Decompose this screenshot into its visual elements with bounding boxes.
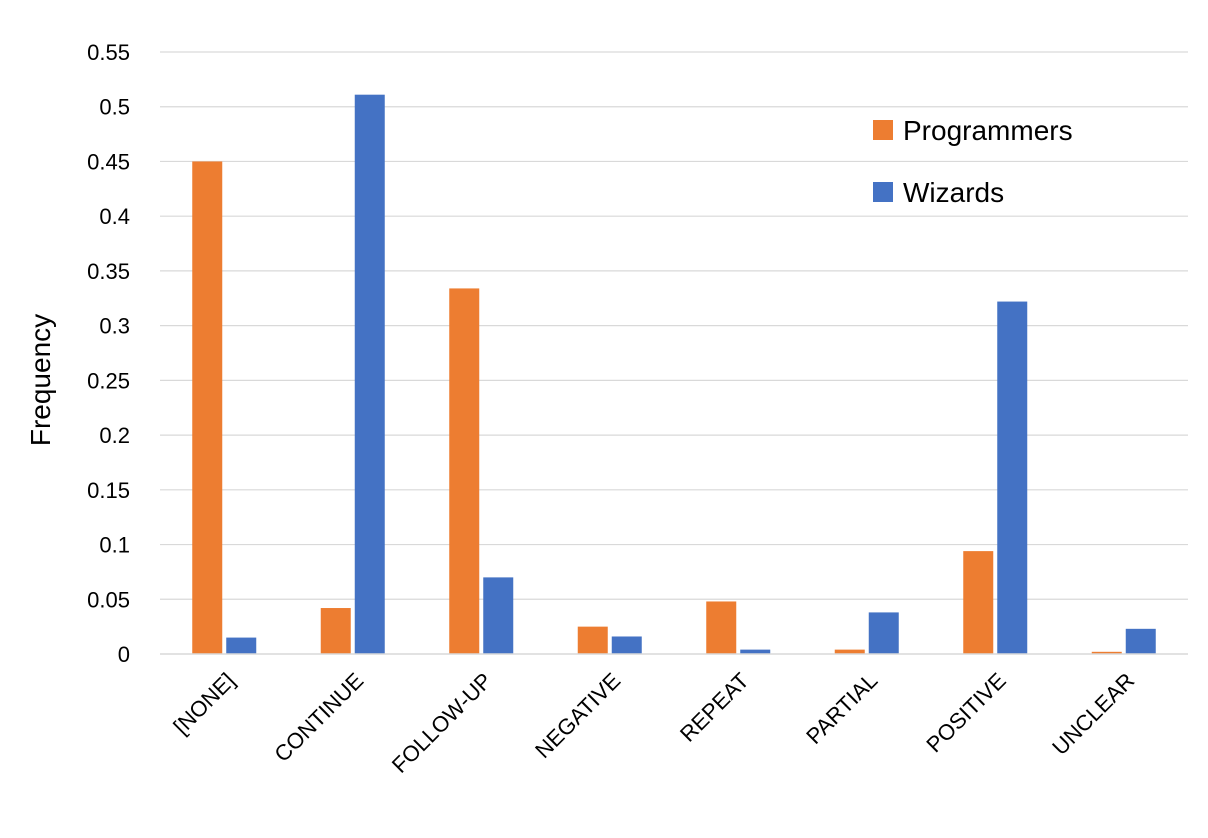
legend: Programmers Wizards [873,115,1073,208]
y-tick-label: 0.15 [87,478,130,503]
legend-label-programmers: Programmers [903,115,1073,146]
y-tick-label: 0.4 [99,204,130,229]
gridlines [160,51,1188,600]
bar-programmers-5 [834,649,865,654]
y-axis-title: Frequency [25,314,56,446]
legend-swatch-wizards [873,182,893,202]
x-category-label: UNCLEAR [1047,668,1139,760]
x-category-label: CONTINUE [269,668,368,767]
x-category-label: NEGATIVE [530,668,625,763]
y-tick-label: 0.3 [99,314,130,339]
x-category-label: [NONE] [169,668,240,739]
x-axis-category-labels: [NONE] CONTINUE FOLLOW-UP NEGATIVE REPEAT PAR… [169,668,1140,778]
bar-wizards-6 [997,301,1028,654]
y-axis-ticks: 0 0.05 0.1 0.15 0.2 0.25 0.3 0.35 0.4 0.45 0.5 0.55 [87,40,130,667]
x-category-label: PARTIAL [801,668,882,749]
x-category-label: POSITIVE [921,668,1010,757]
bar-programmers-6 [963,551,994,654]
y-tick-label: 0.05 [87,587,130,612]
x-category-label: FOLLOW-UP [387,668,497,778]
bar-programmers-3 [577,626,608,654]
bar-programmers-2 [449,288,480,654]
bar-programmers-1 [320,608,351,654]
y-tick-label: 0.1 [99,533,130,558]
bar-wizards-1 [354,94,385,655]
y-tick-label: 0.55 [87,40,130,65]
x-category-label: REPEAT [675,668,754,747]
bars [192,94,1156,655]
bar-programmers-7 [1091,651,1122,654]
y-tick-label: 0.25 [87,368,130,393]
bar-wizards-4 [740,649,771,654]
legend-swatch-programmers [873,120,893,140]
y-tick-label: 0.45 [87,149,130,174]
y-tick-label: 0.2 [99,423,130,448]
bar-wizards-2 [483,577,514,654]
bar-wizards-7 [1125,628,1156,654]
bar-wizards-0 [226,637,257,654]
bar-wizards-5 [868,612,899,654]
y-tick-label: 0.35 [87,259,130,284]
y-tick-label: 0 [118,642,130,667]
legend-label-wizards: Wizards [903,177,1004,208]
bar-programmers-4 [706,601,737,654]
bar-wizards-3 [611,636,642,654]
y-tick-label: 0.5 [99,95,130,120]
bar-programmers-0 [192,161,223,655]
